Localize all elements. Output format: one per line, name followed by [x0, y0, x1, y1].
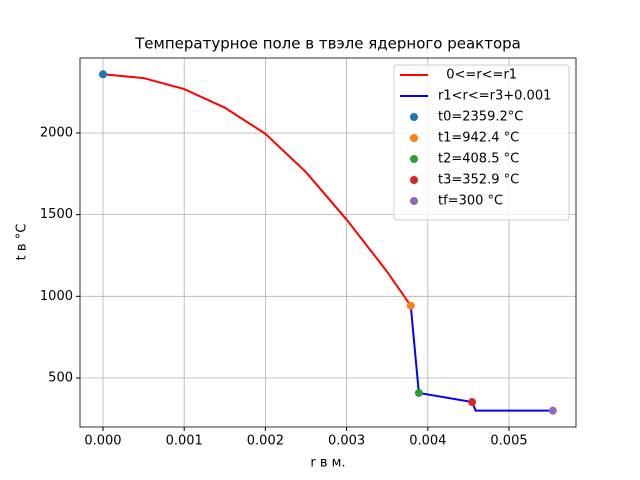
- x-tick-label: 0.003: [328, 434, 365, 449]
- legend-box: [393, 64, 570, 221]
- plot-frame: [79, 57, 577, 428]
- legend-marker: [410, 155, 418, 163]
- point: [98, 70, 107, 79]
- legend-label: t3=352.9 °C: [438, 173, 519, 188]
- x-tick-label: 0.001: [166, 434, 203, 449]
- point: [548, 406, 557, 415]
- point: [406, 301, 415, 310]
- point: [414, 388, 423, 397]
- x-tick-label: 0.000: [84, 434, 121, 449]
- y-axis-label: t в °C: [15, 224, 30, 261]
- y-tick-label: 2000: [40, 125, 73, 140]
- legend-marker: [410, 176, 418, 184]
- legend-marker: [410, 113, 418, 121]
- y-tick-label: 1500: [40, 207, 73, 222]
- chart-title: Температурное поле в твэле ядерного реак…: [134, 35, 521, 53]
- legend-label: t1=942.4 °C: [438, 131, 519, 146]
- x-tick-label: 0.002: [247, 434, 284, 449]
- legend-label: t2=408.5 °C: [438, 152, 519, 167]
- y-tick-label: 1000: [40, 289, 73, 304]
- x-axis-label: r в м.: [310, 456, 345, 471]
- legend-label: r1<r<=r3+0.001: [438, 89, 551, 104]
- x-tick-label: 0.005: [490, 434, 527, 449]
- legend-marker: [410, 134, 418, 142]
- legend-label: tf=300 °C: [438, 194, 503, 209]
- y-tick-label: 500: [48, 370, 73, 385]
- legend-marker: [410, 197, 418, 205]
- x-tick-label: 0.004: [409, 434, 446, 449]
- legend-label: 0<=r<=r1: [438, 68, 517, 83]
- line: [102, 73, 412, 307]
- point: [468, 398, 477, 407]
- legend-label: t0=2359.2°C: [438, 110, 523, 125]
